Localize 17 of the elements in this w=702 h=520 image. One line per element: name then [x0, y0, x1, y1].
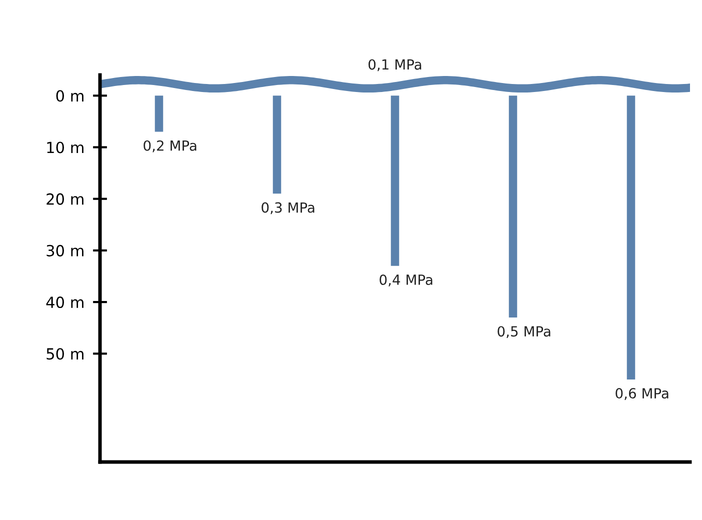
- y-tick-label: 40 m: [46, 296, 84, 308]
- y-tick-label: 0 m: [56, 90, 84, 102]
- y-tick-label: 50 m: [46, 348, 84, 360]
- annotation: 0,2 MPa: [144, 140, 196, 152]
- y-tick-label: 30 m: [46, 244, 84, 256]
- bar: [272, 96, 282, 194]
- annotation: 0,5 MPa: [498, 326, 550, 338]
- y-tick-label: 20 m: [46, 193, 84, 205]
- annotation: 0,4 MPa: [380, 274, 432, 286]
- annotation: 0,6 MPa: [616, 388, 668, 400]
- bar: [390, 96, 400, 266]
- bar: [508, 96, 518, 318]
- text: 0,1 MPa: [368, 59, 422, 72]
- bar: [626, 96, 636, 380]
- bar: [154, 96, 164, 132]
- annotation: 0,3 MPa: [262, 202, 314, 214]
- y-tick-label: 10 m: [47, 142, 84, 154]
